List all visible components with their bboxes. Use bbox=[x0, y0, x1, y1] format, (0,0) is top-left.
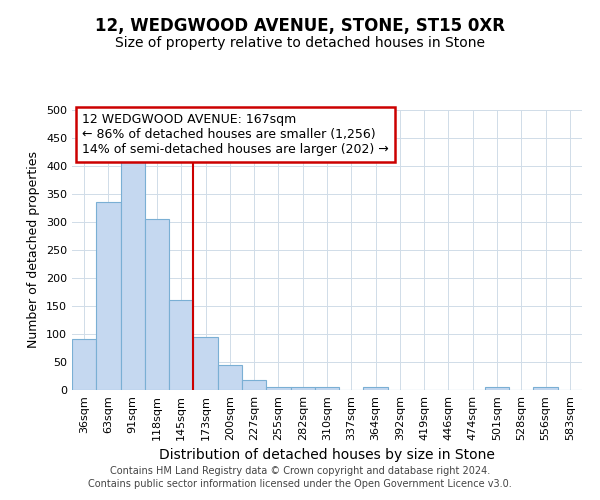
Bar bbox=[290, 387, 315, 390]
Bar bbox=[364, 387, 388, 390]
X-axis label: Distribution of detached houses by size in Stone: Distribution of detached houses by size … bbox=[159, 448, 495, 462]
Text: Contains public sector information licensed under the Open Government Licence v3: Contains public sector information licen… bbox=[88, 479, 512, 489]
Bar bbox=[72, 339, 96, 390]
Bar bbox=[533, 387, 558, 390]
Y-axis label: Number of detached properties: Number of detached properties bbox=[28, 152, 40, 348]
Text: Size of property relative to detached houses in Stone: Size of property relative to detached ho… bbox=[115, 36, 485, 50]
Text: Contains HM Land Registry data © Crown copyright and database right 2024.: Contains HM Land Registry data © Crown c… bbox=[110, 466, 490, 476]
Bar bbox=[145, 219, 169, 390]
Text: 12 WEDGWOOD AVENUE: 167sqm
← 86% of detached houses are smaller (1,256)
14% of s: 12 WEDGWOOD AVENUE: 167sqm ← 86% of deta… bbox=[82, 113, 389, 156]
Bar bbox=[266, 387, 290, 390]
Bar bbox=[121, 160, 145, 390]
Bar bbox=[169, 300, 193, 390]
Bar bbox=[242, 380, 266, 390]
Text: 12, WEDGWOOD AVENUE, STONE, ST15 0XR: 12, WEDGWOOD AVENUE, STONE, ST15 0XR bbox=[95, 18, 505, 36]
Bar bbox=[218, 365, 242, 390]
Bar bbox=[315, 387, 339, 390]
Bar bbox=[485, 387, 509, 390]
Bar bbox=[193, 337, 218, 390]
Bar bbox=[96, 202, 121, 390]
